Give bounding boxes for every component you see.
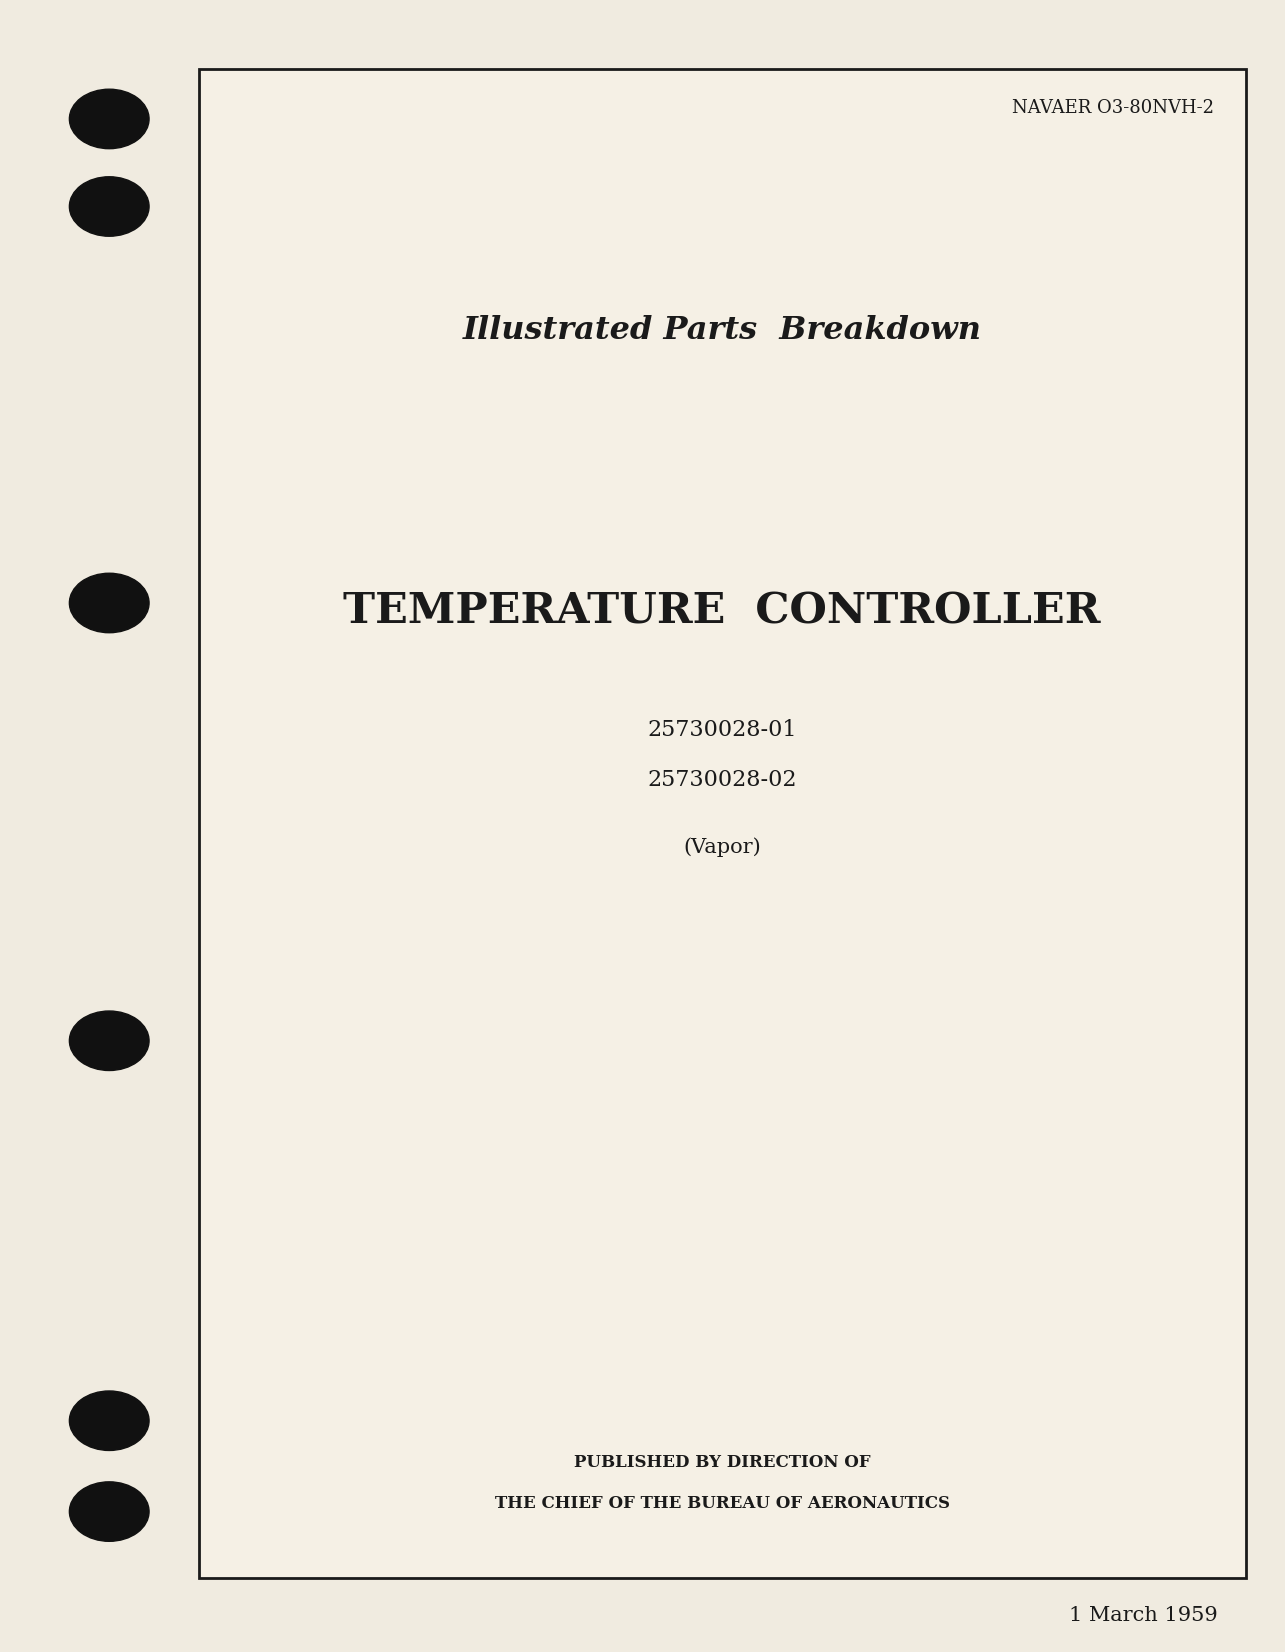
Text: 1 March 1959: 1 March 1959: [1069, 1606, 1218, 1626]
Text: TEMPERATURE  CONTROLLER: TEMPERATURE CONTROLLER: [343, 590, 1101, 633]
Text: PUBLISHED BY DIRECTION OF: PUBLISHED BY DIRECTION OF: [574, 1454, 870, 1470]
Text: NAVAER O3-80NVH-2: NAVAER O3-80NVH-2: [1013, 99, 1214, 117]
Ellipse shape: [69, 573, 149, 633]
Ellipse shape: [69, 177, 149, 236]
Ellipse shape: [69, 89, 149, 149]
Text: 25730028-01: 25730028-01: [648, 719, 797, 742]
Bar: [199, 69, 1246, 1578]
Ellipse shape: [69, 1391, 149, 1450]
Ellipse shape: [69, 1482, 149, 1541]
Text: 25730028-02: 25730028-02: [648, 768, 797, 791]
Text: THE CHIEF OF THE BUREAU OF AERONAUTICS: THE CHIEF OF THE BUREAU OF AERONAUTICS: [495, 1495, 950, 1512]
Ellipse shape: [69, 1011, 149, 1070]
Text: Illustrated Parts  Breakdown: Illustrated Parts Breakdown: [463, 316, 982, 345]
Text: (Vapor): (Vapor): [684, 838, 761, 857]
